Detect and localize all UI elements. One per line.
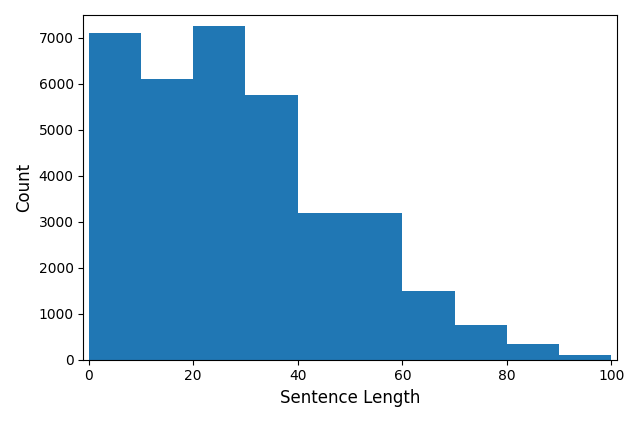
Bar [193, 27, 220, 360]
Bar [350, 213, 376, 360]
Bar [220, 27, 246, 360]
Bar [141, 79, 167, 360]
Bar [403, 291, 428, 360]
Bar [376, 213, 403, 360]
Bar [115, 33, 141, 360]
Bar [428, 291, 454, 360]
Bar [246, 95, 271, 360]
Bar [88, 33, 115, 360]
Bar [454, 325, 481, 360]
Bar [271, 95, 298, 360]
Bar [533, 344, 559, 360]
Bar [586, 355, 611, 360]
Y-axis label: Count: Count [15, 163, 33, 212]
Bar [507, 344, 533, 360]
X-axis label: Sentence Length: Sentence Length [280, 389, 420, 407]
Bar [481, 325, 507, 360]
Bar [167, 79, 193, 360]
Bar [324, 213, 350, 360]
Bar [559, 355, 586, 360]
Bar [298, 213, 324, 360]
